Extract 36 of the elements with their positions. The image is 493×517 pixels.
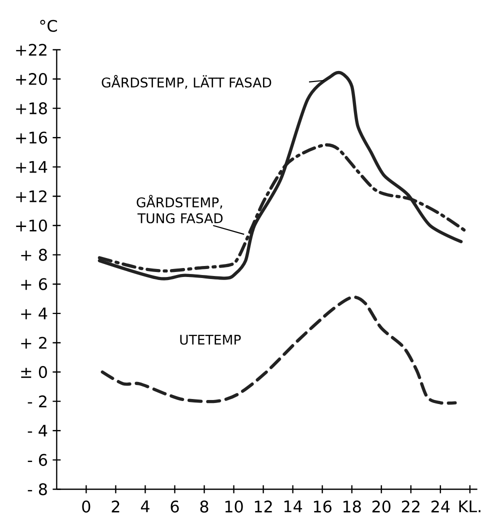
y-tick-label: + 4 — [21, 308, 48, 320]
text: UTETEMP — [180, 334, 241, 345]
x-tick-label: 20 — [372, 500, 390, 513]
y-tick-label: +12 — [16, 190, 46, 202]
y-tick-label: - 2 — [28, 395, 46, 408]
y-tick-label: +16 — [16, 132, 47, 144]
line-series — [98, 71, 463, 280]
y-tick-label: +20 — [16, 73, 47, 86]
x-tick-label: 0 — [82, 500, 90, 513]
y-tick-label: + 8 — [21, 248, 47, 261]
y-tick-label: ± 0 — [21, 366, 47, 378]
x-tick-label: 2 — [112, 500, 120, 512]
x-tick-label: 10 — [225, 500, 243, 513]
line-series — [100, 296, 457, 405]
y-tick-label: +10 — [16, 220, 47, 232]
x-tick-label: 24 — [431, 500, 450, 512]
x-tick-label: 8 — [200, 500, 208, 513]
y-axis-title: °C — [40, 20, 57, 32]
x-tick-label: 14 — [284, 500, 302, 512]
text: GÅRDSTEMP, LÄTT FASAD — [102, 75, 272, 89]
x-tick-label: 6 — [170, 500, 179, 513]
y-tick-label: - 6 — [28, 454, 47, 466]
text: GÅRDSTEMP, TUNG FASAD — [136, 194, 222, 224]
y-tick-label: - 8 — [28, 483, 47, 496]
y-tick-label: +14 — [16, 161, 48, 173]
y-tick-label: - 4 — [28, 424, 48, 436]
x-tick-label: 18 — [343, 500, 361, 513]
x-tick-label: 22 — [402, 500, 420, 512]
x-tick-label: 4 — [140, 500, 150, 512]
y-tick-label: + 2 — [21, 336, 46, 349]
y-tick-label: +18 — [16, 102, 47, 114]
x-tick-label: 16 — [314, 500, 332, 513]
x-tick-label: KL. — [459, 500, 480, 512]
x-tick-label: 12 — [254, 500, 272, 512]
y-tick-label: + 6 — [21, 278, 47, 290]
y-tick-label: +22 — [16, 44, 46, 56]
